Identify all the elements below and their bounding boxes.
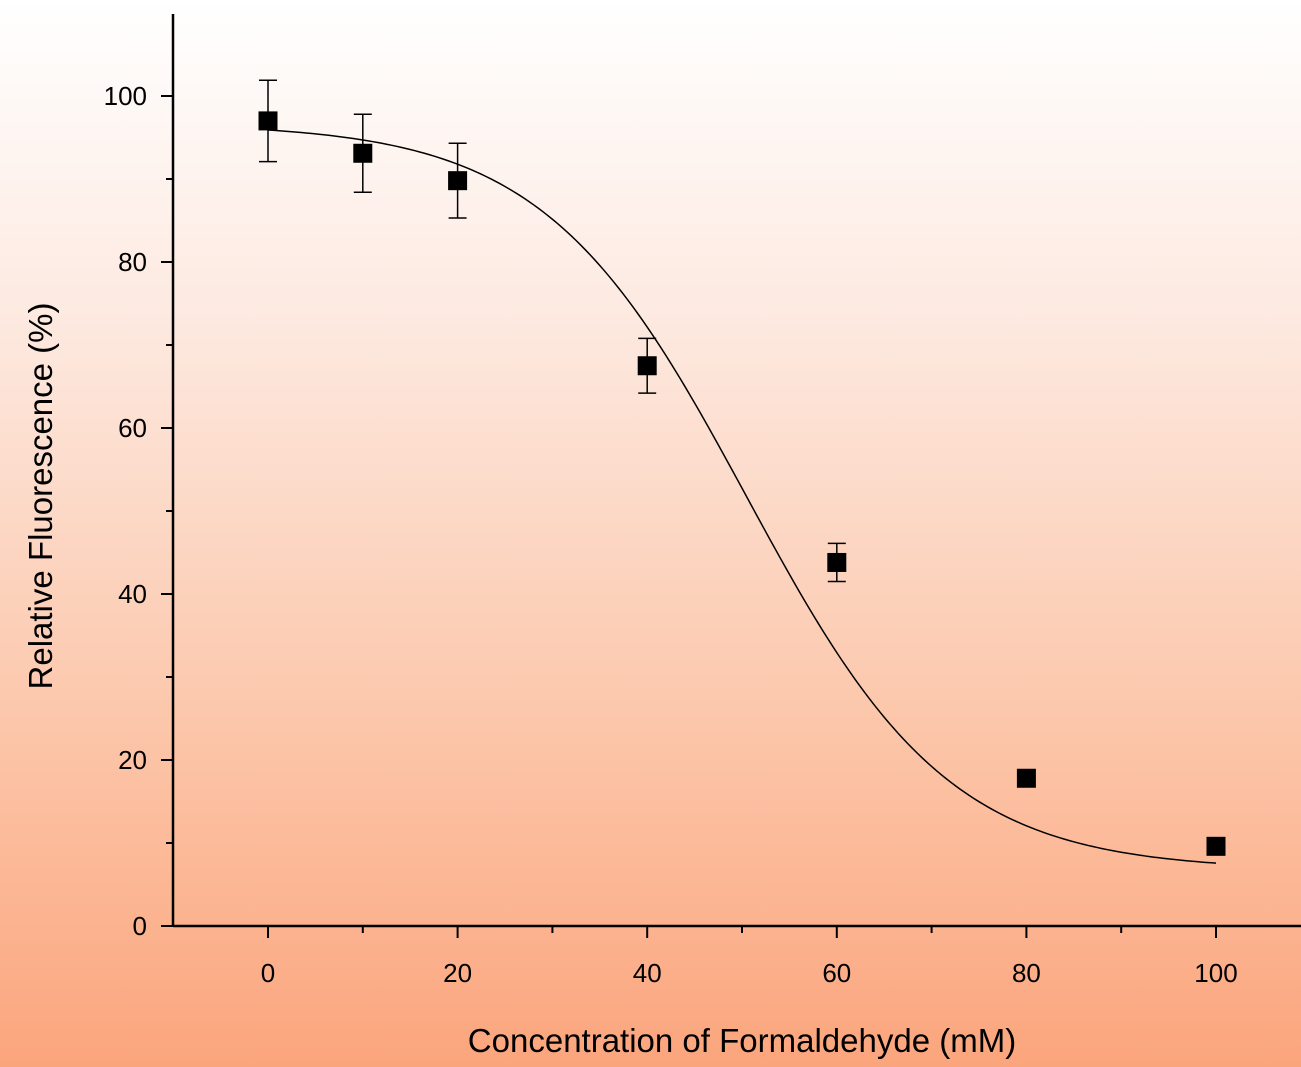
- data-point: [827, 552, 847, 572]
- x-tick-label: 20: [443, 958, 472, 988]
- x-tick-label: 100: [1194, 958, 1237, 988]
- y-axis-title: Relative Fluorescence (%): [22, 303, 59, 690]
- data-point: [448, 171, 468, 191]
- y-tick-label: 100: [104, 81, 147, 111]
- axes: 0 20 40 60 80 100 0 20 40 60 80 100: [104, 14, 1301, 988]
- fit-curve-layer: [267, 129, 1217, 864]
- x-tick-label: 80: [1012, 958, 1041, 988]
- x-tick-label: 0: [261, 958, 275, 988]
- x-tick-label: 60: [822, 958, 851, 988]
- y-tick-label: 80: [118, 247, 147, 277]
- x-axis-title: Concentration of Formaldehyde (mM): [468, 1022, 1016, 1059]
- y-tick-label: 60: [118, 413, 147, 443]
- data-point: [637, 356, 657, 376]
- fit-curve: [267, 129, 1217, 864]
- y-tick-label: 0: [133, 911, 147, 941]
- y-tick-label: 40: [118, 579, 147, 609]
- data-point: [1016, 768, 1036, 788]
- x-tick-label: 40: [633, 958, 662, 988]
- data-points: [258, 111, 1226, 856]
- data-point: [258, 111, 278, 131]
- data-point: [1206, 836, 1226, 856]
- y-tick-label: 20: [118, 745, 147, 775]
- data-point: [353, 143, 373, 163]
- error-bars: [259, 79, 846, 583]
